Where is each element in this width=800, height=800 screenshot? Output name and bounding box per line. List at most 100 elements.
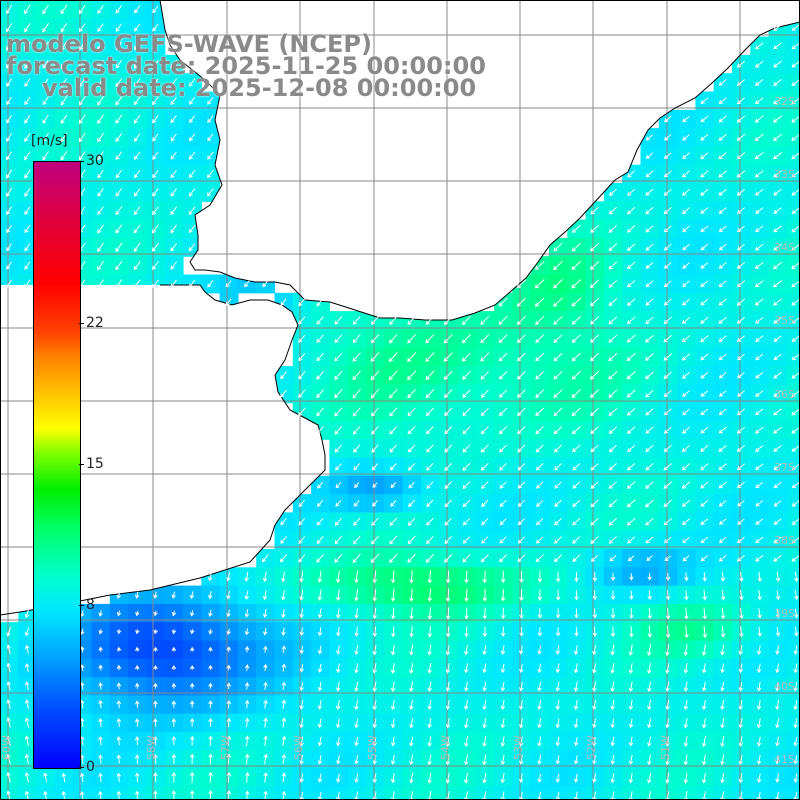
- wind-arrow: [6, 59, 13, 69]
- wind-arrow: [645, 188, 654, 196]
- latitude-label: 37S: [774, 461, 795, 474]
- wind-arrow: [665, 590, 671, 601]
- wind-arrow: [24, 243, 31, 252]
- wind-arrow: [739, 626, 744, 638]
- wind-arrow: [683, 644, 688, 657]
- wind-arrow: [739, 589, 744, 601]
- wind-arrow: [280, 517, 287, 526]
- wind-arrow: [663, 243, 672, 251]
- wind-arrow: [701, 681, 707, 692]
- wind-arrow: [97, 242, 105, 252]
- wind-arrow: [263, 735, 268, 746]
- wind-arrow: [152, 188, 159, 197]
- wind-arrow: [281, 753, 287, 765]
- wind-arrow: [226, 700, 232, 709]
- wind-arrow: [334, 388, 343, 399]
- wind-arrow: [571, 370, 581, 380]
- wind-arrow: [756, 699, 762, 711]
- wind-arrow: [738, 754, 744, 766]
- wind-arrow: [354, 570, 359, 584]
- wind-arrow: [573, 663, 579, 674]
- wind-arrow: [42, 96, 49, 106]
- wind-arrow: [645, 334, 654, 343]
- wind-arrow: [500, 663, 506, 674]
- wind-arrow: [189, 682, 195, 689]
- wind-arrow: [738, 699, 744, 711]
- wind-arrow: [115, 206, 123, 216]
- longitude-label: 57W: [219, 735, 232, 760]
- wind-arrow: [775, 699, 780, 711]
- wind-arrow: [280, 298, 287, 306]
- wind-arrow: [316, 425, 324, 435]
- wind-arrow: [645, 536, 654, 544]
- wind-arrow: [171, 700, 177, 708]
- wind-arrow: [627, 188, 636, 196]
- wind-arrow: [390, 644, 396, 656]
- wind-arrow: [445, 681, 451, 692]
- wind-arrow: [663, 481, 673, 489]
- wind-arrow: [79, 772, 85, 782]
- wind-arrow: [718, 408, 727, 416]
- wind-arrow: [500, 754, 506, 766]
- wind-arrow: [24, 4, 31, 15]
- wind-arrow: [133, 114, 141, 124]
- wind-arrow: [663, 408, 672, 416]
- wind-arrow: [389, 315, 398, 325]
- wind-arrow: [390, 607, 396, 620]
- wind-arrow: [42, 22, 50, 33]
- wind-arrow: [720, 589, 726, 601]
- wind-arrow: [407, 426, 416, 435]
- wind-arrow: [794, 590, 799, 601]
- wind-arrow: [663, 371, 672, 379]
- wind-arrow: [773, 390, 782, 397]
- wind-arrow: [628, 736, 634, 747]
- wind-arrow: [772, 133, 783, 141]
- wind-arrow: [189, 735, 195, 746]
- wind-arrow: [773, 97, 783, 105]
- wind-arrow: [334, 535, 343, 545]
- wind-arrow: [608, 444, 617, 453]
- wind-arrow: [700, 188, 709, 196]
- wind-arrow: [263, 681, 268, 690]
- wind-arrow: [702, 607, 708, 620]
- wind-arrow: [370, 352, 380, 362]
- wind-arrow: [78, 151, 86, 161]
- wind-arrow: [60, 59, 68, 69]
- land-north: [0, 0, 800, 320]
- wind-arrow: [24, 735, 30, 747]
- wind-arrow: [756, 754, 762, 765]
- wind-arrow: [444, 481, 452, 490]
- wind-arrow: [592, 773, 597, 784]
- wind-arrow: [571, 224, 581, 233]
- wind-arrow: [116, 754, 122, 764]
- wind-arrow: [754, 261, 764, 269]
- wind-arrow: [336, 627, 341, 637]
- wind-arrow: [316, 352, 324, 362]
- wind-arrow: [754, 97, 764, 105]
- wind-arrow: [498, 334, 508, 344]
- wind-arrow: [553, 426, 563, 435]
- wind-arrow: [6, 243, 12, 252]
- wind-arrow: [571, 352, 581, 362]
- wind-arrow: [153, 665, 158, 670]
- wind-arrow: [316, 334, 324, 343]
- wind-arrow: [552, 279, 564, 289]
- wind-arrow: [352, 334, 361, 344]
- wind-arrow: [24, 608, 30, 619]
- wind-arrow: [281, 589, 286, 601]
- wind-arrow: [299, 755, 304, 765]
- wind-arrow: [152, 41, 159, 51]
- wind-arrow: [97, 169, 104, 179]
- wind-arrow: [590, 444, 599, 453]
- wind-arrow: [24, 772, 30, 783]
- wind-arrow: [775, 755, 780, 765]
- wind-arrow: [701, 699, 707, 711]
- wind-arrow: [445, 699, 451, 711]
- wind-arrow: [571, 242, 581, 252]
- wind-arrow: [663, 188, 672, 196]
- wind-arrow: [517, 536, 526, 544]
- wind-arrow: [207, 133, 214, 142]
- wind-arrow: [590, 426, 599, 435]
- wind-arrow: [116, 646, 122, 652]
- wind-arrow: [736, 243, 745, 251]
